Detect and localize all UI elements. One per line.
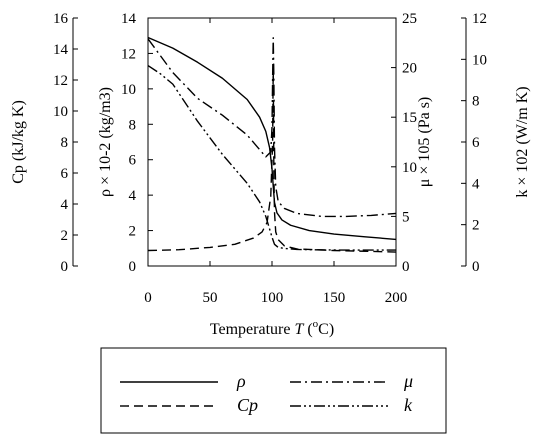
x-tick-label: 100 bbox=[261, 290, 284, 306]
rho-tick-label: 14 bbox=[121, 11, 137, 27]
rho-tick-label: 10 bbox=[121, 82, 136, 98]
x-axis-label-unit-end: C) bbox=[318, 321, 334, 338]
mu-tick-label: 15 bbox=[402, 110, 417, 126]
k-tick-label: 4 bbox=[472, 176, 480, 192]
series-layer bbox=[147, 36, 397, 253]
series-cp-line bbox=[147, 63, 397, 253]
series-mu-line bbox=[147, 37, 397, 218]
cp-axis-label: Cp (kJ/kg K) bbox=[10, 100, 27, 184]
x-axis-label-var: T bbox=[294, 321, 304, 338]
rho-tick-label: 12 bbox=[121, 46, 136, 62]
rho-tick-label: 2 bbox=[129, 224, 137, 240]
x-axis-label-prefix: Temperature bbox=[210, 321, 295, 338]
rho-tick-label: 6 bbox=[129, 153, 137, 169]
k-tick-label: 0 bbox=[472, 259, 480, 275]
legend-label-rho: ρ bbox=[236, 371, 246, 391]
cp-tick-label: 14 bbox=[53, 42, 69, 58]
x-tick-label: 0 bbox=[144, 290, 152, 306]
k-axis-label: k × 102 (W/m K) bbox=[514, 86, 531, 197]
mu-axis-label: μ × 105 (Pa s) bbox=[416, 97, 433, 187]
cp-tick-label: 6 bbox=[61, 166, 69, 182]
plot-frame bbox=[147, 17, 397, 267]
cp-tick-label: 12 bbox=[53, 73, 68, 89]
k-tick-label: 2 bbox=[472, 218, 480, 234]
cp-tick-label: 8 bbox=[61, 135, 69, 151]
k-tick-label: 8 bbox=[472, 94, 480, 110]
x-axis-label: Temperature T (oC) bbox=[210, 318, 334, 338]
series-rho-line bbox=[147, 36, 397, 241]
cp-tick-label: 0 bbox=[61, 259, 69, 275]
legend-label-cp: Cp bbox=[237, 395, 258, 415]
k-tick-label: 10 bbox=[472, 52, 487, 68]
rho-axis-label: ρ × 10-2 (kg/m3) bbox=[97, 87, 114, 197]
cp-tick-label: 10 bbox=[53, 104, 68, 120]
x-tick-label: 50 bbox=[203, 290, 218, 306]
mu-tick-label: 20 bbox=[402, 61, 417, 77]
cp-tick-label: 16 bbox=[53, 11, 69, 27]
x-tick-label: 200 bbox=[385, 290, 408, 306]
k-tick-label: 6 bbox=[472, 135, 480, 151]
mu-tick-label: 25 bbox=[402, 11, 417, 27]
k-tick-label: 12 bbox=[472, 11, 487, 27]
cp-tick-label: 2 bbox=[61, 228, 69, 244]
mu-tick-label: 10 bbox=[402, 160, 417, 176]
rho-tick-label: 4 bbox=[129, 188, 137, 204]
mu-tick-label: 0 bbox=[402, 259, 410, 275]
legend-layer: ρ Cp μk bbox=[120, 371, 413, 415]
legend-box bbox=[100, 347, 447, 434]
mu-tick-label: 5 bbox=[402, 209, 410, 225]
rho-tick-label: 8 bbox=[129, 117, 137, 133]
legend-label-k: k bbox=[404, 395, 413, 415]
rho-tick-label: 0 bbox=[129, 259, 137, 275]
cp-tick-label: 4 bbox=[61, 197, 69, 213]
x-axis-label-sup: o bbox=[313, 318, 319, 330]
legend-label-mu: μ bbox=[403, 371, 413, 391]
x-axis-label-unit: ( bbox=[307, 321, 312, 338]
x-tick-label: 150 bbox=[323, 290, 346, 306]
series-k-line bbox=[147, 64, 396, 251]
ticks-layer: 0 50 100 150 2000246810121416024681012140510… bbox=[53, 11, 487, 306]
